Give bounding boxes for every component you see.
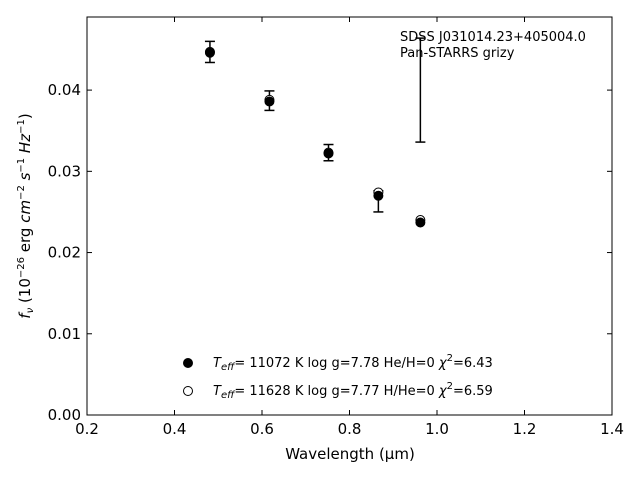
model-point-filled (204, 47, 215, 58)
legend-entry-1: Teff= 11072 K log g=7.78 He/H=0 χ2=6.43 (213, 353, 493, 373)
y-tick-label: 0.02 (48, 244, 81, 262)
error-bars (204, 37, 426, 213)
x-axis: 0.2 0.4 0.6 0.8 1.0 1.2 1.4 (75, 17, 624, 438)
object-name-label: SDSS J031014.23+405004.0 (400, 30, 586, 45)
x-tick-label: 0.4 (163, 420, 187, 438)
x-tick-label: 0.2 (75, 420, 99, 438)
legend-marker-filled (183, 358, 193, 368)
y-axis-label: fν (10−26 erg cm−2 s−1 Hz−1) (16, 113, 36, 318)
model-point-filled (373, 190, 384, 201)
y-tick-label: 0.00 (48, 406, 81, 424)
model-point-filled (323, 148, 334, 159)
y-tick-label: 0.03 (48, 162, 81, 180)
x-tick-label: 1.0 (425, 420, 449, 438)
x-axis-label: Wavelength (μm) (285, 445, 415, 463)
y-axis: 0.00 0.01 0.02 0.03 0.04 (48, 81, 612, 424)
x-tick-label: 1.2 (513, 420, 537, 438)
x-tick-label: 1.4 (600, 420, 624, 438)
legend-marker-open (183, 386, 193, 396)
model-point-filled (264, 96, 275, 107)
x-tick-label: 0.8 (338, 420, 362, 438)
data-points (204, 46, 426, 228)
y-tick-label: 0.04 (48, 81, 81, 99)
x-tick-label: 0.6 (250, 420, 274, 438)
legend: Teff= 11072 K log g=7.78 He/H=0 χ2=6.43 … (183, 353, 493, 401)
model-point-filled (415, 217, 426, 228)
survey-label: Pan-STARRS grizy (400, 46, 515, 61)
y-tick-label: 0.01 (48, 325, 81, 343)
legend-entry-2: Teff= 11628 K log g=7.77 H/He=0 χ2=6.59 (213, 381, 493, 401)
